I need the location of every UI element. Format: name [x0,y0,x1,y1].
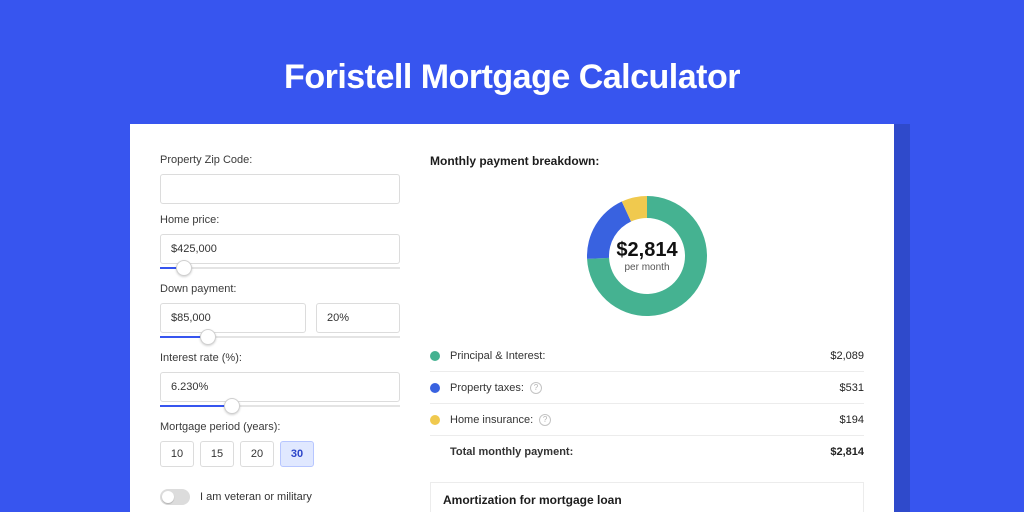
down-payment-label: Down payment: [160,283,400,295]
period-option-15[interactable]: 15 [200,441,234,467]
home-price-input[interactable]: $425,000 [160,234,400,264]
donut-amount: $2,814 [616,239,677,262]
form-panel: Property Zip Code: Home price: $425,000 … [160,154,400,512]
breakdown-title: Monthly payment breakdown: [430,154,864,168]
slider-thumb[interactable] [224,398,240,414]
slider-thumb[interactable] [176,260,192,276]
veteran-toggle[interactable] [160,489,190,505]
calculator-card: Property Zip Code: Home price: $425,000 … [130,124,894,512]
down-payment-percent-input[interactable]: 20% [316,303,400,333]
legend-label: Principal & Interest: [450,350,830,362]
legend-row-property_taxes: Property taxes:?$531 [430,372,864,404]
page-title: Foristell Mortgage Calculator [0,58,1024,97]
interest-rate-label: Interest rate (%): [160,352,400,364]
period-options: 10152030 [160,441,400,467]
legend-label: Total monthly payment: [450,446,830,458]
legend-dot [430,383,440,393]
legend-row-home_insurance: Home insurance:?$194 [430,404,864,436]
breakdown-panel: Monthly payment breakdown: $2,814 per mo… [430,154,864,512]
legend-row-total: Total monthly payment:$2,814 [430,436,864,468]
zip-input[interactable] [160,174,400,204]
legend-value: $2,089 [830,350,864,362]
legend-value: $194 [840,414,864,426]
slider-track [160,267,400,269]
amortization-section: Amortization for mortgage loan Amortizat… [430,482,864,512]
legend-dot [430,351,440,361]
legend-value: $531 [840,382,864,394]
period-option-30[interactable]: 30 [280,441,314,467]
donut-center: $2,814 per month [616,239,677,273]
home-price-label: Home price: [160,214,400,226]
page-root: Foristell Mortgage Calculator Property Z… [0,0,1024,512]
info-icon[interactable]: ? [530,382,542,394]
amortization-title: Amortization for mortgage loan [443,493,851,507]
period-option-20[interactable]: 20 [240,441,274,467]
donut-sub: per month [616,262,677,273]
period-label: Mortgage period (years): [160,421,400,433]
interest-rate-slider[interactable] [160,401,400,411]
slider-thumb[interactable] [200,329,216,345]
period-option-10[interactable]: 10 [160,441,194,467]
legend-label: Home insurance:? [450,414,840,426]
down-payment-slider[interactable] [160,332,400,342]
home-price-slider[interactable] [160,263,400,273]
interest-rate-input[interactable]: 6.230% [160,372,400,402]
legend: Principal & Interest:$2,089Property taxe… [430,340,864,468]
zip-label: Property Zip Code: [160,154,400,166]
info-icon[interactable]: ? [539,414,551,426]
legend-dot [430,415,440,425]
slider-fill [160,405,232,407]
legend-row-principal_interest: Principal & Interest:$2,089 [430,340,864,372]
down-payment-amount-input[interactable]: $85,000 [160,303,306,333]
legend-label: Property taxes:? [450,382,840,394]
veteran-toggle-label: I am veteran or military [200,491,312,503]
legend-value: $2,814 [830,446,864,458]
donut-chart: $2,814 per month [430,176,864,336]
